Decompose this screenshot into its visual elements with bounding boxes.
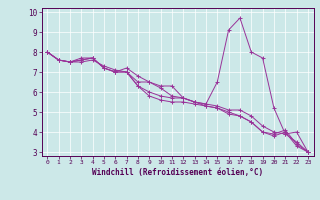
X-axis label: Windchill (Refroidissement éolien,°C): Windchill (Refroidissement éolien,°C) — [92, 168, 263, 177]
